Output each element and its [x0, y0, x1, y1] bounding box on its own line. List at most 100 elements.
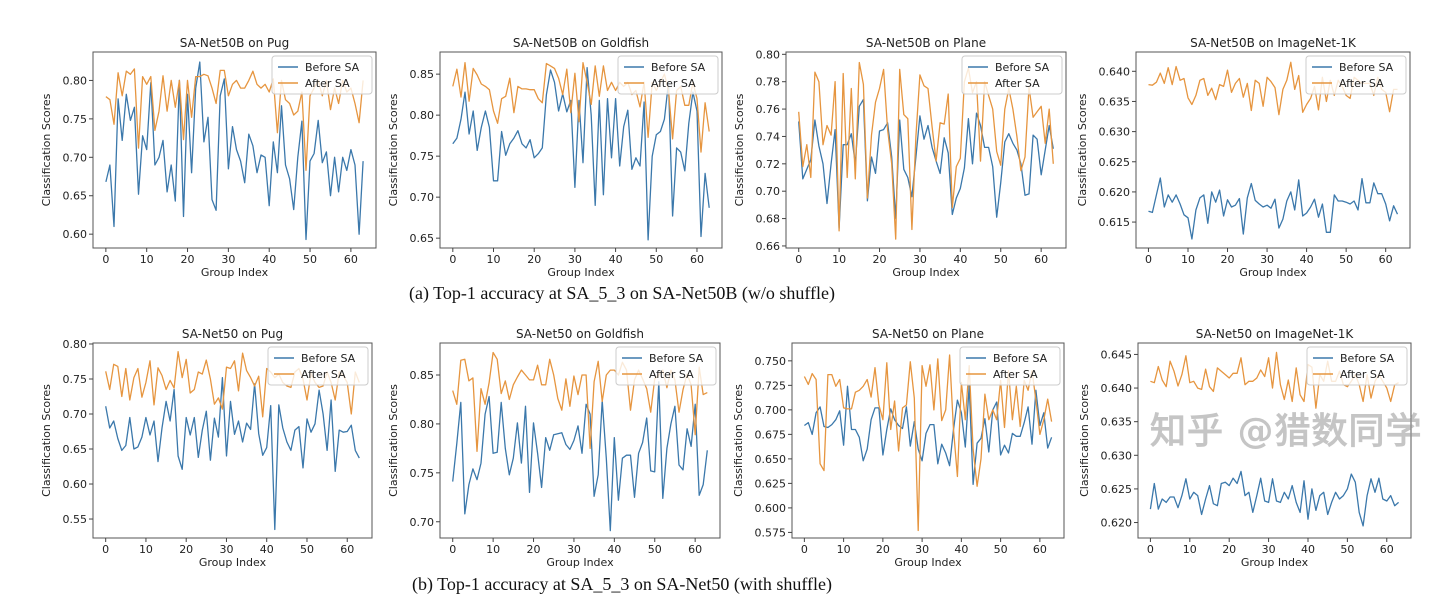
- y-tick-label: 0.78: [756, 76, 781, 89]
- y-tick-label: 0.80: [756, 48, 781, 61]
- legend-label: Before SA: [651, 61, 706, 74]
- y-tick-label: 0.85: [410, 369, 435, 382]
- x-tick-label: 40: [262, 253, 276, 266]
- legend: Before SA After SA: [959, 346, 1061, 386]
- subplot-7: SA-Net50 on Plane 0 10 20 30 40 50 60 0.575 0.600…: [732, 327, 1065, 569]
- y-tick-label: 0.76: [756, 103, 781, 116]
- chart-title: SA-Net50B on Goldfish: [513, 36, 649, 50]
- x-axis-label: Group Index: [547, 266, 615, 279]
- y-tick-label: 0.650: [755, 453, 787, 466]
- series-line-before-sa: [804, 384, 1053, 486]
- legend: Before SA After SA: [271, 55, 373, 95]
- x-tick-label: 30: [1260, 253, 1274, 266]
- y-tick-label: 0.625: [755, 477, 787, 490]
- axes-frame: [92, 51, 377, 249]
- y-tick-label: 0.80: [63, 338, 88, 351]
- series-line-before-sa: [1149, 470, 1400, 527]
- x-tick-label: 40: [1300, 253, 1314, 266]
- legend: Before SA After SA: [617, 55, 719, 95]
- y-tick-label: 0.80: [410, 109, 435, 122]
- legend-label: After SA: [649, 368, 694, 381]
- y-tick-label: 0.70: [63, 408, 88, 421]
- x-tick-label: 10: [140, 253, 154, 266]
- legend-box: [615, 346, 717, 386]
- x-tick-label: 20: [873, 253, 887, 266]
- x-tick-label: 60: [1379, 253, 1393, 266]
- x-tick-label: 50: [649, 253, 663, 266]
- x-tick-label: 20: [527, 253, 541, 266]
- legend: Before SA After SA: [1306, 346, 1408, 386]
- axes-frame: [1135, 51, 1411, 249]
- x-tick-label: 60: [1380, 543, 1394, 556]
- y-tick-label: 0.70: [756, 185, 781, 198]
- x-tick-label: 10: [487, 253, 501, 266]
- y-tick-label: 0.80: [63, 74, 88, 87]
- x-axis-label: Group Index: [1239, 266, 1307, 279]
- chart-title: SA-Net50 on ImageNet-1K: [1196, 327, 1355, 341]
- x-tick-label: 40: [260, 543, 274, 556]
- x-tick-label: 60: [1034, 253, 1048, 266]
- legend-box: [1305, 55, 1407, 95]
- subplot-5: SA-Net50 on Pug 0 10 20 30 40 50 60 0.55 0.60 0.65…: [40, 327, 373, 569]
- y-tick-label: 0.575: [755, 526, 787, 539]
- x-tick-label: 0: [449, 253, 456, 266]
- caption-b: (b) Top-1 accuracy at SA_5_3 on SA-Net50…: [412, 574, 832, 594]
- x-tick-label: 50: [994, 543, 1008, 556]
- chart-title: SA-Net50B on Pug: [180, 36, 290, 50]
- series-line-before-sa: [1148, 177, 1399, 240]
- y-tick-label: 0.55: [63, 513, 88, 526]
- x-tick-label: 30: [221, 253, 235, 266]
- legend: Before SA After SA: [615, 346, 717, 386]
- legend: Before SA After SA: [267, 346, 369, 386]
- x-tick-label: 30: [568, 253, 582, 266]
- y-tick-label: 0.68: [756, 213, 781, 226]
- y-tick-label: 0.70: [63, 151, 88, 164]
- y-tick-label: 0.640: [1099, 65, 1131, 78]
- caption-a: (a) Top-1 accuracy at SA_5_3 on SA-Net50…: [409, 283, 835, 303]
- y-tick-label: 0.70: [410, 516, 435, 529]
- x-tick-label: 60: [340, 543, 354, 556]
- legend: Before SA After SA: [961, 55, 1063, 95]
- x-tick-label: 30: [915, 543, 929, 556]
- legend-label: Before SA: [1340, 352, 1395, 365]
- x-tick-label: 50: [303, 253, 317, 266]
- y-tick-label: 0.75: [410, 467, 435, 480]
- x-tick-label: 40: [609, 253, 623, 266]
- x-axis-label: Group Index: [201, 266, 269, 279]
- x-tick-label: 0: [801, 543, 808, 556]
- legend-label: Before SA: [649, 352, 704, 365]
- y-tick-label: 0.635: [1099, 95, 1131, 108]
- legend-label: After SA: [301, 368, 346, 381]
- axes-frame: [439, 342, 721, 539]
- x-tick-label: 10: [832, 253, 846, 266]
- x-tick-label: 10: [1181, 253, 1195, 266]
- x-tick-label: 10: [139, 543, 153, 556]
- series-line-before-sa: [452, 381, 708, 532]
- y-tick-label: 0.85: [410, 68, 435, 81]
- y-tick-label: 0.72: [756, 158, 781, 171]
- legend-label: Before SA: [995, 61, 1050, 74]
- y-axis-label: Classification Scores: [387, 93, 400, 206]
- legend-box: [1306, 346, 1408, 386]
- x-tick-label: 50: [300, 543, 314, 556]
- y-tick-label: 0.750: [755, 355, 787, 368]
- legend-label: Before SA: [1339, 61, 1394, 74]
- x-tick-label: 60: [688, 543, 702, 556]
- y-tick-label: 0.60: [63, 478, 88, 491]
- legend-label: After SA: [1339, 77, 1384, 90]
- x-tick-label: 40: [607, 543, 621, 556]
- x-tick-label: 30: [1262, 543, 1276, 556]
- legend-label: After SA: [305, 77, 350, 90]
- y-tick-label: 0.75: [63, 113, 88, 126]
- axes-frame: [785, 51, 1067, 249]
- y-tick-label: 0.620: [1101, 517, 1133, 530]
- y-tick-label: 0.60: [63, 228, 88, 241]
- x-tick-label: 0: [102, 253, 109, 266]
- series-line-before-sa: [105, 376, 360, 531]
- y-axis-label: Classification Scores: [387, 384, 400, 497]
- legend-label: After SA: [993, 368, 1038, 381]
- chart-title: SA-Net50 on Goldfish: [516, 327, 644, 341]
- x-tick-label: 50: [994, 253, 1008, 266]
- y-tick-label: 0.675: [755, 428, 787, 441]
